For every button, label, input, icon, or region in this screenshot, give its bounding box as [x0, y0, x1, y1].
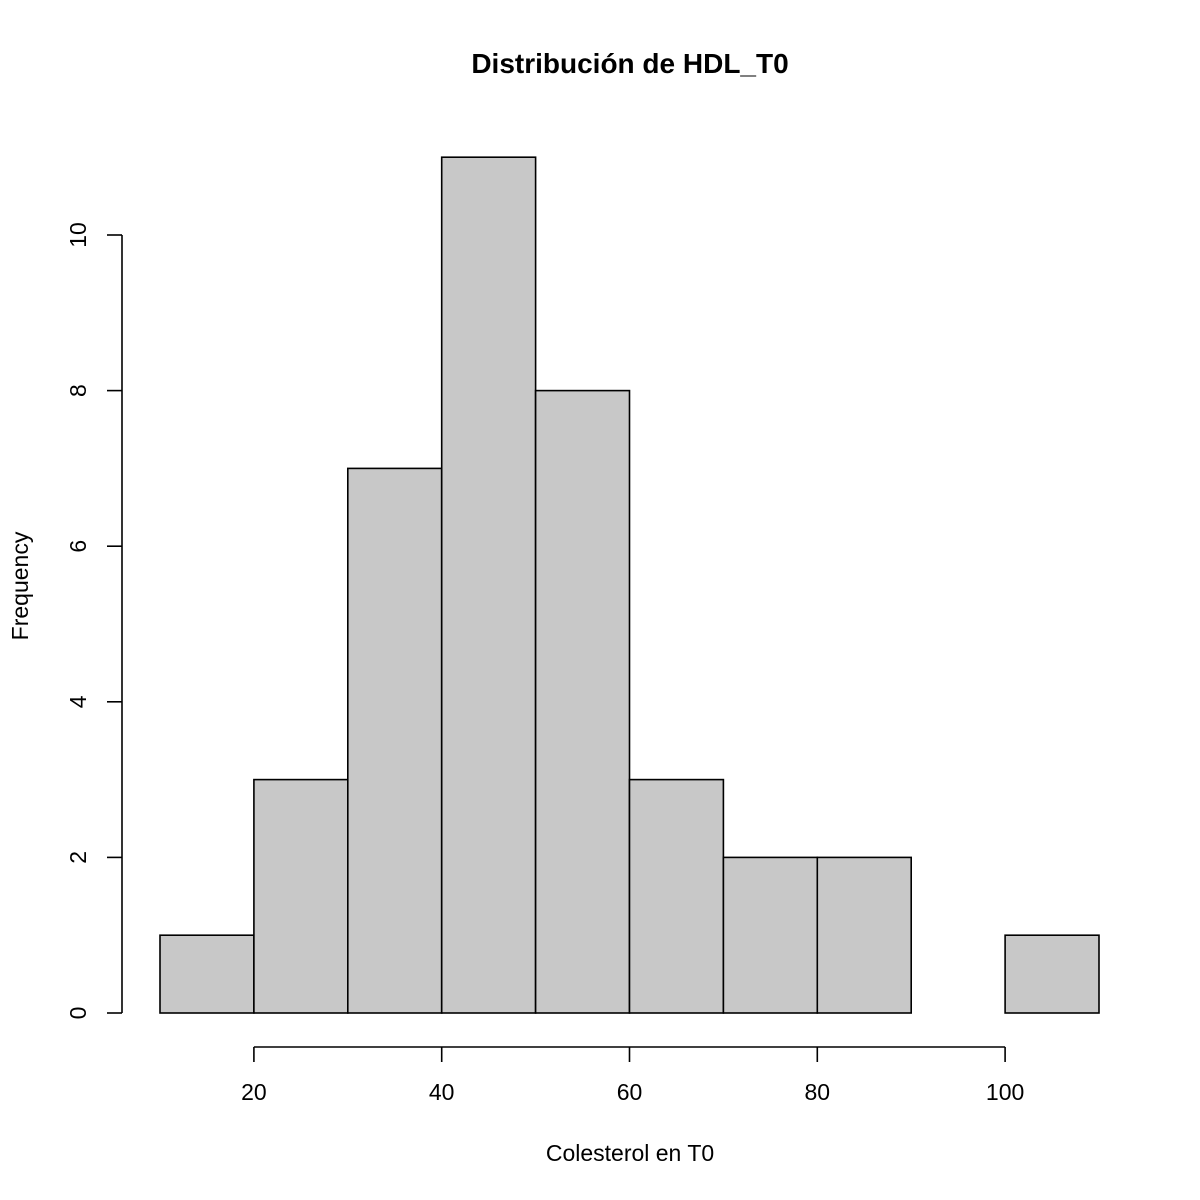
histogram-bar-30-40	[346, 467, 443, 1014]
histogram-bar-80-90	[816, 856, 912, 1014]
y-tick-label-6: 6	[65, 540, 91, 553]
x-axis: 20 40 60 80 100	[241, 1046, 1024, 1105]
x-tick-label-80: 80	[805, 1079, 831, 1105]
y-tick-label-2: 2	[65, 851, 91, 864]
chart-title: Distribución de HDL_T0	[471, 48, 788, 79]
histogram-bar-70-80	[722, 856, 819, 1014]
histogram-bar-40-50	[440, 156, 537, 1014]
histogram-bar-10-20	[159, 934, 255, 1014]
x-axis-title: Colesterol en T0	[546, 1140, 714, 1166]
y-tick-label-0: 0	[65, 1007, 91, 1020]
bars-group	[159, 156, 1100, 1014]
histogram-bar-50-60	[534, 389, 631, 1014]
y-axis: 0 2 4 6 8 10	[65, 222, 123, 1020]
x-tick-label-40: 40	[429, 1079, 455, 1105]
y-tick-label-10: 10	[65, 222, 91, 248]
x-tick-label-20: 20	[241, 1079, 267, 1105]
histogram-bar-100-110	[1004, 934, 1100, 1014]
y-tick-label-4: 4	[65, 695, 91, 708]
y-axis-title: Frequency	[7, 531, 33, 640]
x-tick-label-100: 100	[986, 1079, 1024, 1105]
y-tick-label-8: 8	[65, 384, 91, 397]
x-tick-label-60: 60	[617, 1079, 643, 1105]
histogram-bar-20-30	[253, 778, 349, 1014]
histogram-bar-60-70	[628, 778, 725, 1014]
